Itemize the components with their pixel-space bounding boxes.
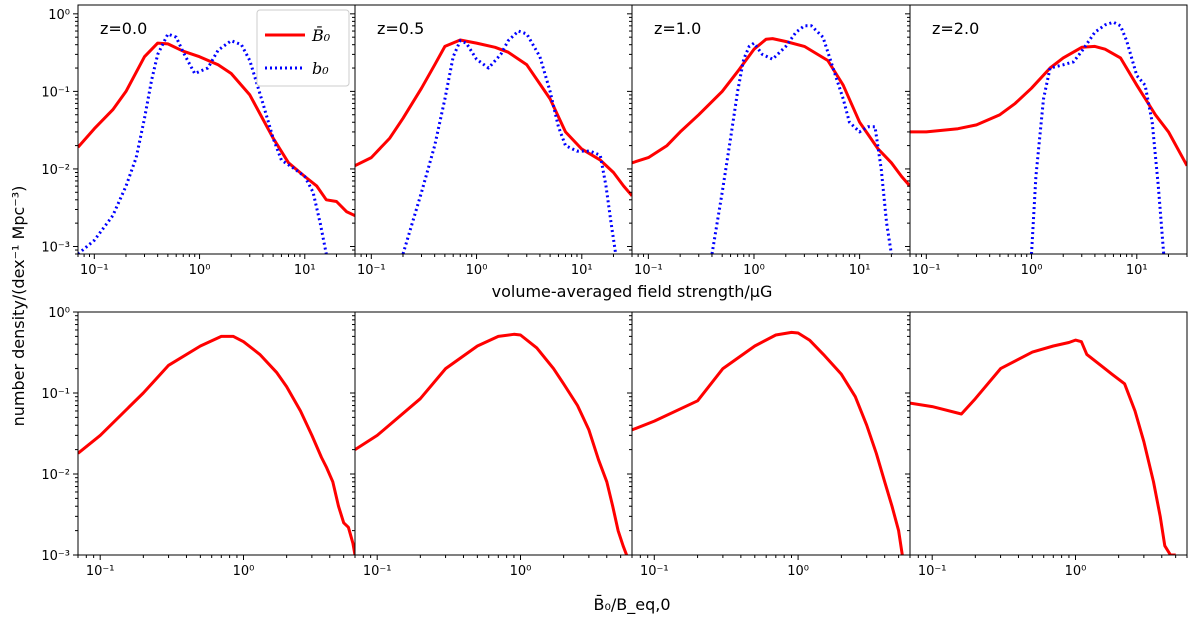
x-tick-label: 10¹ — [849, 263, 871, 278]
x-tick-label: 10⁰ — [1021, 263, 1043, 278]
legend-label-b0: b₀ — [312, 59, 329, 78]
series-line-bbar0 — [632, 37, 910, 188]
series-line-bbar0 — [78, 334, 355, 555]
panel-frame — [77, 311, 356, 556]
x-tick-label: 10⁰ — [233, 564, 255, 579]
x-tick-label: 10¹ — [1126, 263, 1148, 278]
y-tick-label: 10⁻³ — [41, 549, 70, 564]
y-tick-label: 10⁰ — [48, 8, 70, 23]
x-tick-label: 10⁻¹ — [640, 564, 669, 579]
panel-frame — [909, 311, 1188, 556]
panel-frame — [631, 4, 911, 255]
x-tick-label: 10⁰ — [787, 564, 809, 579]
x-tick-label: 10¹ — [294, 263, 316, 278]
series-line-bbar0 — [910, 338, 1176, 555]
panels: 10⁻¹ 10⁰ 10¹ 10⁻³ 10⁻² 10⁻¹ 10⁰ z=0.0 10⁻¹ 10⁰ 10¹… — [41, 4, 1188, 579]
panel-bottom-1: 10⁻¹ 10⁰ 10⁻³ 10⁻² 10⁻¹ 10⁰ — [41, 306, 356, 579]
series-line-b0 — [78, 32, 328, 254]
panel-top-4: 10⁻¹ 10⁰ 10¹ z=2.0 — [905, 4, 1188, 278]
x-tick-label: 10⁻¹ — [634, 263, 663, 278]
series-line-bbar0 — [355, 332, 629, 555]
panel-label: z=0.0 — [100, 19, 147, 38]
panel-label: z=2.0 — [932, 19, 979, 38]
series-line-b0 — [401, 29, 618, 254]
panel-frame — [909, 4, 1188, 255]
x-tick-label: 10⁻¹ — [918, 564, 947, 579]
top-x-axis-label: volume-averaged field strength/μG — [492, 282, 773, 301]
panel-label: z=1.0 — [654, 19, 701, 38]
x-tick-label: 10⁻¹ — [912, 263, 941, 278]
x-tick-label: 10⁻¹ — [357, 263, 386, 278]
x-tick-label: 10⁰ — [189, 263, 211, 278]
series-line-bbar0 — [910, 44, 1187, 167]
series-line-bbar0 — [78, 41, 355, 217]
x-tick-label: 10⁻¹ — [80, 263, 109, 278]
x-tick-label: 10⁻¹ — [86, 564, 115, 579]
y-tick-label: 10⁻¹ — [41, 387, 70, 402]
panel-top-1: 10⁻¹ 10⁰ 10¹ 10⁻³ 10⁻² 10⁻¹ 10⁰ z=0.0 — [41, 4, 356, 278]
legend-box — [256, 9, 350, 87]
y-tick-label: 10⁻¹ — [41, 85, 70, 100]
y-axis-label: number density/(dex⁻¹ Mpc⁻³) — [9, 186, 28, 427]
series-line-b0 — [710, 24, 893, 254]
panel-bottom-4: 10⁻¹ 10⁰ — [905, 311, 1188, 579]
x-tick-label: 10¹ — [571, 263, 593, 278]
x-tick-label: 10⁰ — [466, 263, 488, 278]
x-tick-label: 10⁻¹ — [363, 564, 392, 579]
x-tick-label: 10⁰ — [1065, 564, 1087, 579]
panel-label: z=0.5 — [377, 19, 424, 38]
legend-label-bbar0: B̄₀ — [311, 24, 331, 45]
x-tick-label: 10⁰ — [510, 564, 532, 579]
x-tick-label: 10⁰ — [743, 263, 765, 278]
bottom-x-axis-label: B̄₀/B_eq,0 — [593, 595, 670, 615]
bottom-x-label-text: B̄₀/B_eq,0 — [593, 595, 670, 615]
legend: B̄₀ b₀ — [256, 9, 350, 87]
y-tick-label: 10⁰ — [48, 306, 70, 321]
y-tick-label: 10⁻³ — [41, 240, 70, 255]
series-line-bbar0 — [632, 330, 904, 555]
y-tick-label: 10⁻² — [41, 163, 70, 178]
panel-top-3: 10⁻¹ 10⁰ 10¹ z=1.0 — [627, 4, 911, 278]
series-line-bbar0 — [355, 38, 632, 197]
y-tick-label: 10⁻² — [41, 468, 70, 483]
panel-top-2: 10⁻¹ 10⁰ 10¹ z=0.5 — [350, 4, 633, 278]
panel-bottom-3: 10⁻¹ 10⁰ — [627, 311, 911, 579]
series-line-b0 — [1030, 20, 1166, 254]
panel-bottom-2: 10⁻¹ 10⁰ — [350, 311, 633, 579]
